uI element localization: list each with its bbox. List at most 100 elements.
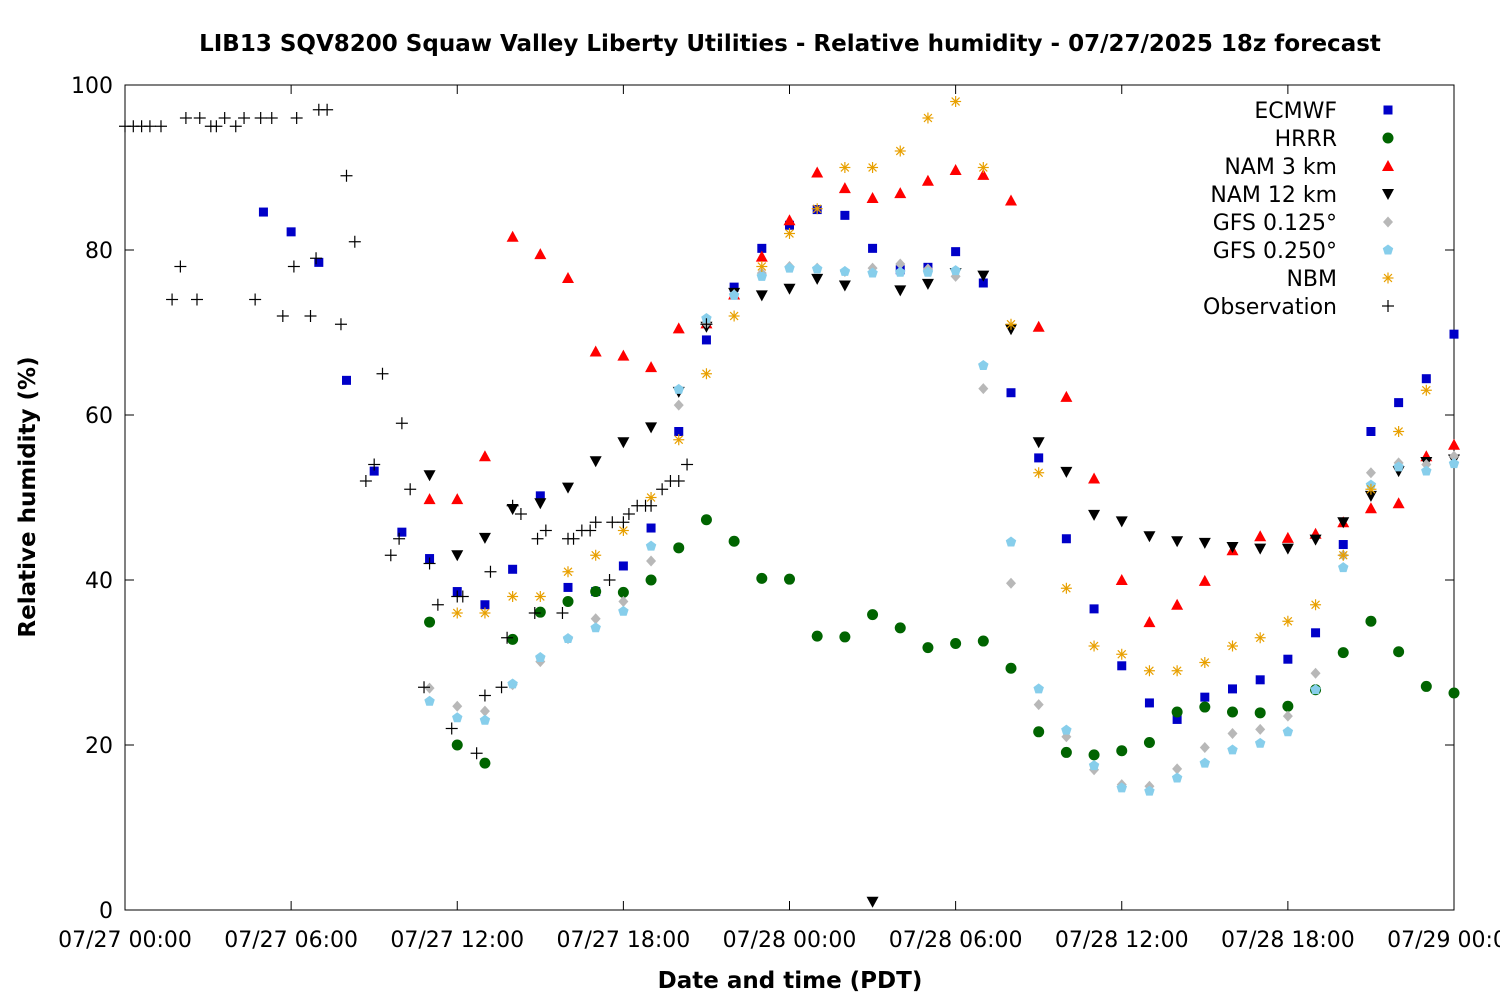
nbm-point <box>1393 426 1405 437</box>
gfs-0-250-point <box>1088 760 1100 771</box>
observation-point <box>423 557 436 570</box>
ecmwf-point <box>1366 427 1376 436</box>
nam-12-km-point <box>1171 536 1184 548</box>
observation-point <box>617 516 630 529</box>
nam-3-km-point <box>811 166 824 178</box>
nam-12-km-point <box>589 456 602 468</box>
plot-frame <box>124 84 1455 911</box>
observation-point <box>254 112 267 124</box>
ecmwf-point <box>674 427 684 436</box>
nam-12-km-point <box>894 285 907 297</box>
observation-point <box>556 607 569 619</box>
nam-3-km-point <box>1088 472 1101 484</box>
nam-12-km-point <box>534 498 547 510</box>
nam-12-km-point <box>755 290 768 302</box>
observation-point <box>348 235 361 248</box>
gfs-0-250-point <box>1282 726 1294 737</box>
nam-12-km-point <box>1198 537 1211 549</box>
gfs-0-250-point <box>1005 536 1017 547</box>
nam-3-km-point <box>949 163 962 175</box>
nbm-point <box>811 203 823 215</box>
hrrr-point <box>1227 706 1238 718</box>
ecmwf-point <box>1006 388 1016 398</box>
ecmwf-point <box>535 491 545 501</box>
gfs-0-250-point <box>1199 757 1211 768</box>
observation-point <box>218 112 231 124</box>
observation-point <box>321 103 334 116</box>
ecmwf-point <box>1228 684 1237 694</box>
gfs-0-125-point <box>1282 710 1293 722</box>
observation-point <box>287 260 300 273</box>
nam-3-km-point <box>783 214 796 226</box>
hrrr-point <box>562 595 574 607</box>
x-tick-label: 07/27 00:00 <box>58 928 192 953</box>
observation-point <box>539 524 552 537</box>
observation-point <box>393 532 406 545</box>
hrrr-point <box>1171 706 1183 718</box>
observation-point <box>229 120 242 133</box>
y-tick-label: 20 <box>85 734 113 759</box>
gfs-0-250-point <box>535 652 546 662</box>
nam-12-km-point <box>977 270 990 282</box>
observation-point <box>584 524 597 537</box>
hrrr-point <box>1254 707 1266 719</box>
axes: 07/27 00:00 07/27 06:00 07/27 12:00 07/27 1… <box>58 74 1500 953</box>
nam-12-km-point <box>1143 531 1156 543</box>
nam-3-km-point <box>506 230 519 242</box>
nbm-point <box>1116 648 1128 660</box>
ecmwf-point <box>258 207 268 217</box>
nam-3-km-point <box>866 192 879 204</box>
gfs-0-125-point <box>1255 723 1266 735</box>
legend-label-nam-3-km: NAM 3 km <box>1224 155 1337 180</box>
observation-point <box>210 120 223 133</box>
gfs-0-250-point <box>811 263 823 274</box>
observation-point <box>700 318 713 331</box>
legend-label-ecmwf: ECMWF <box>1254 99 1337 124</box>
legend-label-gfs-0-250: GFS 0.250° <box>1213 239 1337 264</box>
gfs-0-250-point <box>922 266 934 277</box>
ecmwf-point <box>314 257 324 267</box>
legend-label-nam-12-km: NAM 12 km <box>1210 183 1337 208</box>
nbm-point <box>1005 318 1017 330</box>
hrrr-point <box>1393 646 1405 658</box>
y-axis-label: Relative humidity (%) <box>15 356 41 637</box>
gfs-0-125-point <box>452 700 463 712</box>
ecmwf-point <box>508 564 518 574</box>
hrrr-point <box>1199 701 1211 713</box>
gfs-0-125-point <box>1310 667 1321 679</box>
hrrr-point <box>867 609 879 621</box>
nam-3-km-point <box>672 322 685 334</box>
nam-3-km-point <box>1254 530 1267 542</box>
observation-point <box>174 260 187 273</box>
gfs-0-125-point <box>1172 763 1183 775</box>
nam-12-km-point <box>1115 516 1128 528</box>
ecmwf-point <box>618 561 628 571</box>
legend-marker-gfs-0-125 <box>1383 216 1393 228</box>
hrrr-point <box>756 572 768 584</box>
hrrr-point <box>977 635 989 647</box>
gfs-0-125-point <box>1199 741 1210 753</box>
gfs-0-250-point <box>590 622 601 633</box>
observation-point <box>470 747 483 760</box>
observation-point <box>456 590 469 603</box>
ecmwf-point <box>1089 604 1099 614</box>
nam-3-km-point <box>1032 320 1045 332</box>
hrrr-point <box>950 638 962 650</box>
x-tick-label: 07/28 00:00 <box>723 928 857 953</box>
x-tick-label: 07/27 06:00 <box>224 928 358 953</box>
gfs-0-250-point <box>618 605 629 616</box>
gfs-0-250-point <box>978 360 989 370</box>
nbm-point <box>1365 483 1377 495</box>
y-tick-label: 80 <box>85 239 113 264</box>
ecmwf-point <box>646 523 656 533</box>
chart-title: LIB13 SQV8200 Squaw Valley Liberty Utili… <box>199 31 1381 57</box>
observation-point <box>431 598 444 611</box>
ecmwf-point <box>1449 329 1459 339</box>
gfs-0-125-point <box>978 383 989 395</box>
nbm-point <box>922 112 934 124</box>
legend: ECMWF HRRR NAM 3 km NAM 12 km GFS 0.125° GFS … <box>1203 99 1394 320</box>
observation-point <box>238 112 251 124</box>
observation-point <box>384 549 397 562</box>
nam-12-km-point <box>1337 517 1350 529</box>
hrrr-point <box>617 586 629 598</box>
